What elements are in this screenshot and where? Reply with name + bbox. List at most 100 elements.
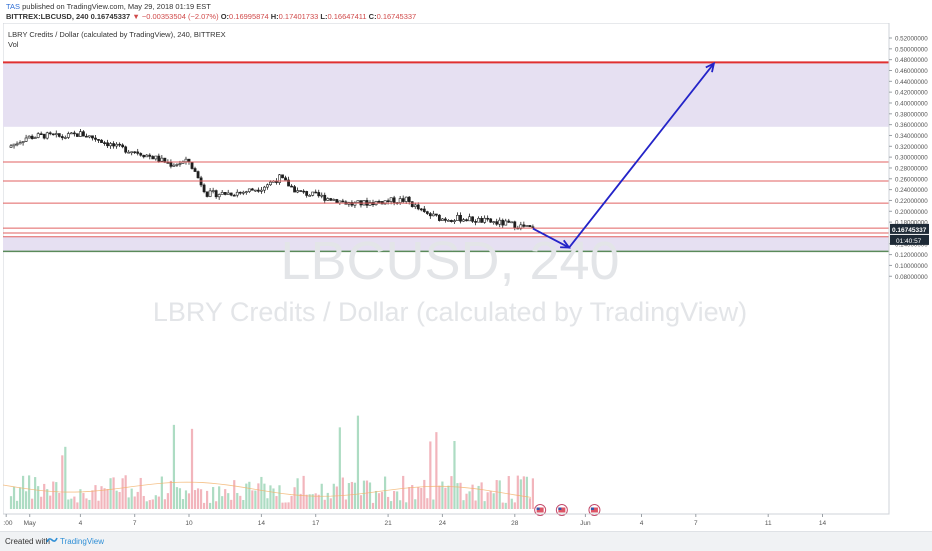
volume-bar xyxy=(181,499,185,509)
candle-body xyxy=(401,198,405,202)
volume-bar xyxy=(293,487,296,509)
volume-bar xyxy=(501,502,504,509)
candle-body xyxy=(510,221,514,224)
volume-bar xyxy=(103,488,106,509)
candle-body xyxy=(91,135,94,139)
volume-bar xyxy=(157,496,160,509)
candle-body xyxy=(190,161,194,169)
price-tick-label: 0.30000000 xyxy=(895,155,928,162)
tradingview-brand-link[interactable]: TradingView xyxy=(60,537,105,546)
candle-body xyxy=(130,151,134,154)
candle-body xyxy=(368,202,372,206)
volume-bar xyxy=(383,476,387,509)
volume-bar xyxy=(49,495,52,509)
price-chart[interactable]: LBCUSD, 240 LBRY Credits / Dollar (calcu… xyxy=(3,23,929,529)
volume-bar xyxy=(239,495,242,509)
volume-bar xyxy=(166,493,169,509)
volume-bar xyxy=(160,476,163,509)
volume-bar xyxy=(58,492,61,509)
time-axis[interactable]: 2:00 May 4 7 10 14 17 21 24 28 Jun 4 7 11 14 xyxy=(3,514,826,527)
candle-body xyxy=(419,208,423,211)
low-label: L: xyxy=(320,12,328,21)
candle-body xyxy=(290,185,293,188)
flag-stripe-icon xyxy=(590,507,598,513)
candle-body xyxy=(235,191,239,196)
candle-body xyxy=(437,214,441,221)
volume-bar xyxy=(335,486,338,509)
candle-body xyxy=(247,188,251,192)
candle-body xyxy=(214,190,218,198)
volume-bar xyxy=(251,490,254,509)
volume-bar xyxy=(236,492,239,509)
volume-bar xyxy=(34,477,37,509)
author-link[interactable]: TAS xyxy=(6,2,21,11)
projection-arrow[interactable] xyxy=(532,61,716,249)
time-tick-label: 4 xyxy=(640,520,644,527)
watermark-name: LBRY Credits / Dollar (calculated by Tra… xyxy=(153,297,747,327)
candle-body xyxy=(266,184,269,188)
candle-body xyxy=(88,135,91,138)
volume-bar xyxy=(359,495,363,509)
volume-bar xyxy=(420,487,423,509)
volume-bar xyxy=(18,487,22,509)
price-tick-label: 0.38000000 xyxy=(895,111,928,118)
candle-body xyxy=(416,204,420,210)
series-title: LBRY Credits / Dollar (calculated by Tra… xyxy=(8,30,226,39)
volume-bar xyxy=(387,496,390,509)
volume-bar xyxy=(423,479,426,509)
candle-body xyxy=(440,218,444,221)
volume-bar xyxy=(106,489,109,509)
watermark: LBCUSD, 240 LBRY Credits / Dollar (calcu… xyxy=(153,231,747,327)
low-value: 0.16647411 xyxy=(327,12,367,21)
candle-body xyxy=(133,151,137,154)
candle-body xyxy=(9,145,13,148)
volume-bar xyxy=(284,502,287,509)
volume-bar xyxy=(230,499,233,509)
volume-bar xyxy=(513,502,516,509)
candle-body xyxy=(106,142,109,147)
volume-bar xyxy=(145,501,148,509)
candle-body xyxy=(308,195,312,197)
publish-info: TAS published on TradingView.com, May 29… xyxy=(6,2,211,11)
volume-bar xyxy=(12,486,16,509)
volume-bar xyxy=(510,498,513,509)
volume-bar xyxy=(55,482,58,509)
volume-bar xyxy=(52,481,55,509)
candle-body xyxy=(154,155,158,160)
candle-body xyxy=(383,200,387,205)
chart-container[interactable]: LBCUSD, 240 LBRY Credits / Dollar (calcu… xyxy=(3,23,929,529)
time-tick-label: 17 xyxy=(312,520,320,527)
volume-bar xyxy=(248,481,251,509)
candle-body xyxy=(184,158,188,162)
candle-body xyxy=(85,135,88,138)
volume-bar xyxy=(37,486,40,509)
volume-bar xyxy=(82,493,85,509)
candle-body xyxy=(148,154,152,157)
candle-body xyxy=(305,191,309,196)
candle-body xyxy=(314,191,318,194)
candle-body xyxy=(208,190,212,197)
resistance-zone xyxy=(3,62,889,127)
volume-bar xyxy=(266,498,269,509)
volume-bar xyxy=(184,490,188,509)
arrowhead-high[interactable] xyxy=(705,61,716,73)
volume-bar xyxy=(393,490,396,509)
price-axis[interactable]: 0.52000000 0.50000000 0.48000000 0.46000000… xyxy=(889,36,929,281)
volume-bar xyxy=(531,478,534,509)
time-tick-label: Jun xyxy=(580,520,591,527)
last-price-badge[interactable] xyxy=(890,223,929,234)
volume-bar xyxy=(233,480,236,509)
publish-header: TAS published on TradingView.com, May 29… xyxy=(0,0,932,22)
flag-canton-icon xyxy=(590,507,594,510)
volume-bar xyxy=(344,499,347,509)
price-tick-label: 0.12000000 xyxy=(895,252,928,259)
volume-bar xyxy=(100,486,103,509)
candle-body xyxy=(456,214,459,221)
volume-bar xyxy=(245,483,248,509)
arrowhead-low[interactable] xyxy=(560,239,571,249)
volume-bar xyxy=(151,499,154,509)
candle-body xyxy=(278,174,281,183)
volume-bar xyxy=(278,485,281,509)
volume-bar xyxy=(365,480,369,509)
candle-body xyxy=(54,133,58,136)
